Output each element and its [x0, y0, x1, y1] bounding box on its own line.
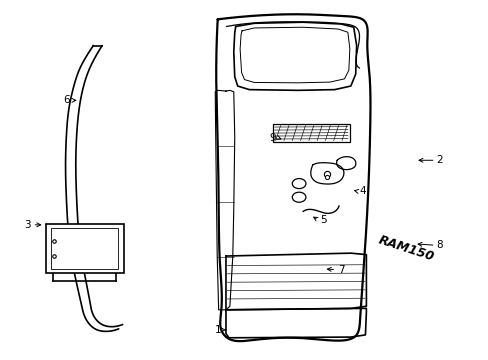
Text: 9: 9 [269, 133, 276, 143]
Text: 2: 2 [435, 155, 442, 165]
Bar [272, 124, 349, 142]
Text: 6: 6 [63, 95, 70, 105]
Text: 1: 1 [214, 325, 221, 335]
Bar [51, 228, 118, 269]
Bar [45, 224, 123, 273]
Circle shape [292, 179, 305, 189]
Circle shape [292, 192, 305, 202]
Text: 5: 5 [320, 215, 326, 225]
Text: 7: 7 [337, 265, 344, 275]
Text: 8: 8 [435, 240, 442, 250]
Text: 3: 3 [24, 220, 31, 230]
Text: RAM150: RAM150 [376, 233, 435, 263]
Text: 4: 4 [359, 186, 365, 197]
